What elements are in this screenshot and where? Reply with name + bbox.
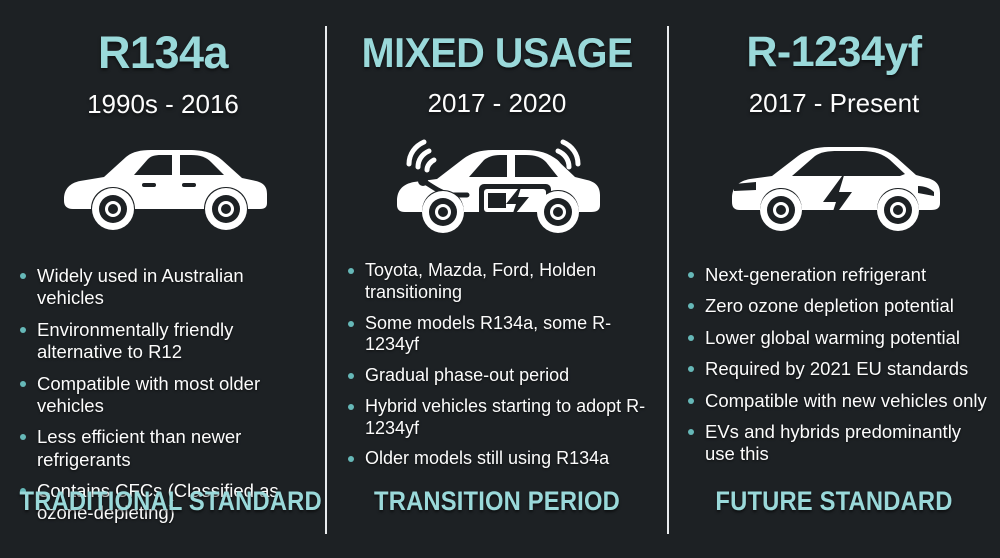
column-heading: MIXED USAGE <box>361 29 633 76</box>
list-item: Some models R134a, some R-1234yf <box>346 313 656 357</box>
list-item: Older models still using R134a <box>346 448 656 470</box>
column-footer-label: FUTURE STANDARD <box>715 486 953 516</box>
hybrid-car-charging-icon <box>385 124 610 238</box>
column-divider-2 <box>667 26 669 534</box>
electric-car-icon <box>722 134 947 238</box>
column-r1234yf: R-1234yf 2017 - Present <box>668 0 1000 558</box>
column-mixed-usage: MIXED USAGE 2017 - 2020 <box>326 0 668 558</box>
column-footer-label: TRANSITION PERIOD <box>374 486 620 516</box>
column-heading: R134a <box>97 27 229 78</box>
column-divider-1 <box>325 26 327 534</box>
list-item: Next-generation refrigerant <box>686 264 988 286</box>
list-item: Lower global warming potential <box>686 327 988 349</box>
column-subheading: 1990s - 2016 <box>87 89 239 119</box>
column-r134a: R134a 1990s - 2016 <box>0 0 326 558</box>
list-item: Compatible with new vehicles only <box>686 390 988 412</box>
bullet-list: Next-generation refrigerant Zero ozone d… <box>686 264 988 475</box>
list-item: Hybrid vehicles starting to adopt R-1234… <box>346 396 656 440</box>
list-item: Compatible with most older vehicles <box>18 373 314 418</box>
list-item: Widely used in Australian vehicles <box>18 265 314 310</box>
column-subheading: 2017 - Present <box>748 88 920 118</box>
list-item: Toyota, Mazda, Ford, Holden transitionin… <box>346 260 656 304</box>
column-subheading: 2017 - 2020 <box>427 88 567 118</box>
list-item: Less efficient than newer refrigerants <box>18 426 314 471</box>
sedan-car-icon <box>56 135 271 239</box>
column-footer-label: TRADITIONAL STANDARD <box>19 486 322 516</box>
list-item: EVs and hybrids predominantly use this <box>686 421 988 466</box>
list-item: Zero ozone depletion potential <box>686 295 988 317</box>
bullet-list: Toyota, Mazda, Ford, Holden transitionin… <box>346 260 656 479</box>
list-item: Gradual phase-out period <box>346 365 656 387</box>
list-item: Contains CFCs (Classified as ozone-deple… <box>18 480 314 525</box>
bullet-list: Widely used in Australian vehicles Envir… <box>18 265 314 534</box>
list-item: Environmentally friendly alternative to … <box>18 319 314 364</box>
list-item: Required by 2021 EU standards <box>686 358 988 380</box>
column-heading: R-1234yf <box>746 28 922 76</box>
